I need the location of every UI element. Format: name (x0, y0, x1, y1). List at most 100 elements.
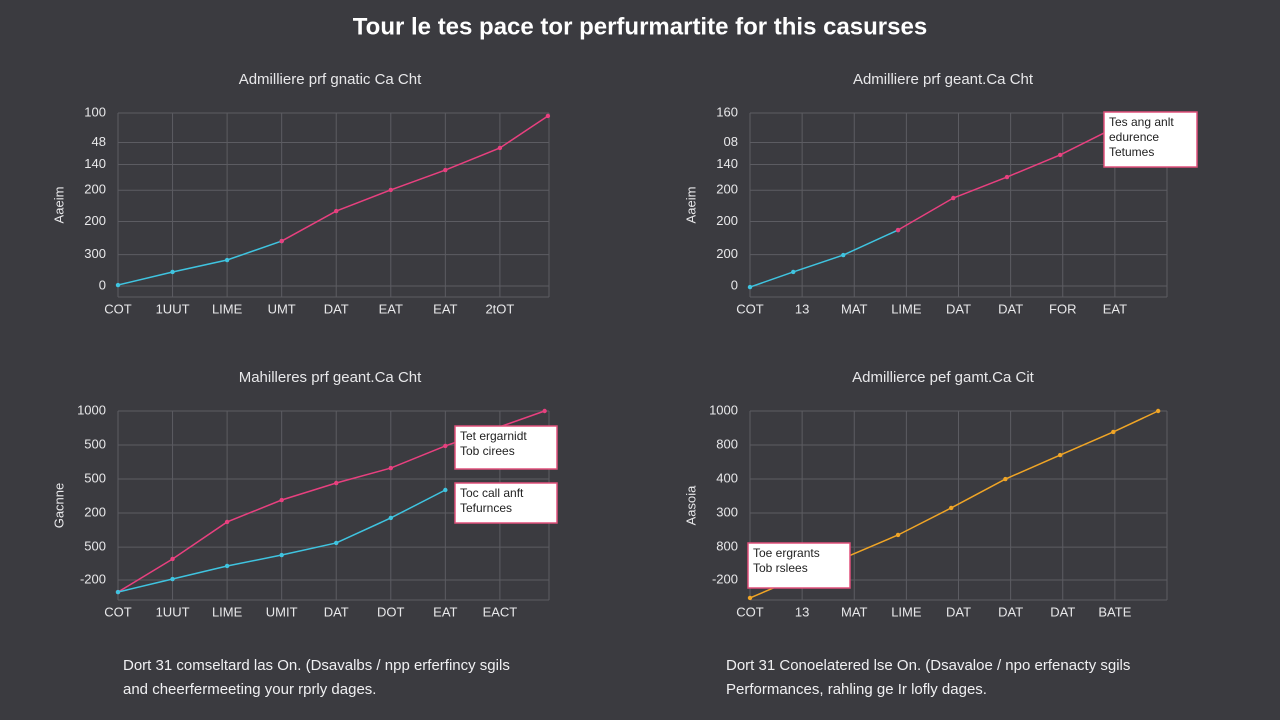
data-point (443, 167, 448, 173)
data-line (117, 410, 545, 593)
data-point (334, 208, 339, 214)
y-tick-label: 100 (84, 104, 106, 119)
annotation-box (454, 482, 558, 524)
x-tick-label: DAT (946, 301, 971, 316)
y-tick-label: 300 (84, 246, 106, 261)
y-axis-label: Aaeim (683, 187, 698, 224)
annotation-text: Tet ergarnidt (460, 429, 527, 443)
x-tick-label: EACT (483, 604, 518, 619)
x-tick-label: FOR (1049, 301, 1076, 316)
data-point (542, 408, 547, 414)
x-tick-label: DAT (946, 604, 971, 619)
footer-note: Dort 31 Conoelatered lse On. (Dsavaloe /… (726, 657, 1130, 674)
data-point (747, 284, 753, 290)
data-line (749, 229, 899, 288)
data-point (170, 269, 175, 275)
footer-note: and cheerfermeeting your rprly dages. (123, 681, 376, 698)
data-point (279, 238, 284, 244)
x-tick-label: 1UUT (156, 604, 190, 619)
data-point (1111, 429, 1116, 435)
x-tick-label: COT (104, 604, 132, 619)
y-tick-label: 1000 (709, 402, 738, 417)
annotation-text: Toe ergrants (753, 546, 820, 560)
annotation-box (747, 542, 851, 589)
x-tick-label: DAT (998, 301, 1023, 316)
annotation-text: edurence (1109, 130, 1159, 144)
y-axis-label: Aaeim (51, 187, 66, 224)
data-point (224, 257, 230, 263)
data-point (443, 443, 448, 449)
data-point (443, 487, 448, 493)
y-tick-label: 140 (716, 156, 738, 171)
x-tick-label: EAT (1103, 301, 1127, 316)
data-point (334, 480, 339, 486)
annotation-text: Tefurnces (460, 501, 512, 515)
data-point (1057, 152, 1063, 158)
data-point (115, 589, 121, 595)
data-point (895, 532, 901, 538)
data-point (1057, 452, 1063, 458)
y-tick-label: 1000 (77, 402, 106, 417)
data-point (949, 505, 954, 511)
data-point (791, 269, 796, 275)
y-tick-label: -200 (80, 571, 106, 586)
annotation-box (1103, 111, 1198, 168)
data-point (1155, 408, 1161, 414)
y-tick-label: 200 (716, 182, 738, 197)
chart-title: Admilliere prf geant.Ca Cht (853, 71, 1034, 88)
data-point (951, 195, 956, 201)
y-tick-label: 500 (84, 436, 106, 451)
annotation-text: Tetumes (1109, 145, 1154, 159)
x-tick-label: 13 (795, 301, 809, 316)
chart-title: Admilliere prf gnatic Ca Cht (239, 71, 422, 88)
y-tick-label: 200 (84, 504, 106, 519)
x-tick-label: 13 (795, 604, 809, 619)
y-tick-label: 140 (84, 156, 106, 171)
data-line (281, 115, 549, 242)
x-tick-label: COT (104, 301, 132, 316)
data-point (497, 145, 503, 151)
y-tick-label: 160 (716, 104, 738, 119)
x-tick-label: DAT (998, 604, 1023, 619)
data-point (1004, 174, 1010, 180)
x-tick-label: EAT (433, 604, 457, 619)
x-tick-label: MAT (841, 604, 868, 619)
data-point (747, 595, 753, 601)
data-point (224, 563, 230, 569)
data-point (895, 227, 901, 233)
y-tick-label: 08 (724, 134, 738, 149)
data-point (388, 515, 393, 521)
y-tick-label: 0 (731, 277, 738, 292)
annotation-text: Tob rslees (753, 561, 808, 575)
y-tick-label: 48 (92, 134, 106, 149)
x-tick-label: LIME (891, 301, 922, 316)
x-tick-label: UMIT (266, 604, 298, 619)
x-tick-label: LIME (891, 604, 922, 619)
x-tick-label: EAT (433, 301, 457, 316)
y-tick-label: 300 (716, 504, 738, 519)
y-tick-label: 200 (716, 246, 738, 261)
x-tick-label: BATE (1098, 604, 1131, 619)
data-point (1003, 476, 1008, 482)
data-line (117, 240, 282, 286)
data-point (388, 465, 393, 471)
x-tick-label: COT (736, 604, 764, 619)
y-tick-label: -200 (712, 571, 738, 586)
y-tick-label: 200 (716, 213, 738, 228)
annotation-text: Tob cirees (460, 444, 515, 458)
x-tick-label: COT (736, 301, 764, 316)
data-point (224, 519, 230, 525)
data-point (170, 576, 175, 582)
y-tick-label: 800 (716, 436, 738, 451)
data-line (897, 129, 1111, 231)
x-tick-label: DOT (377, 604, 405, 619)
y-tick-label: 500 (84, 539, 106, 554)
data-point (279, 497, 284, 503)
x-tick-label: EAT (379, 301, 403, 316)
x-tick-label: 2tOT (485, 301, 514, 316)
data-point (388, 187, 393, 193)
y-tick-label: 400 (716, 470, 738, 485)
footer-note: Dort 31 comseltard las On. (Dsavalbs / n… (123, 657, 510, 674)
x-tick-label: UMT (268, 301, 296, 316)
